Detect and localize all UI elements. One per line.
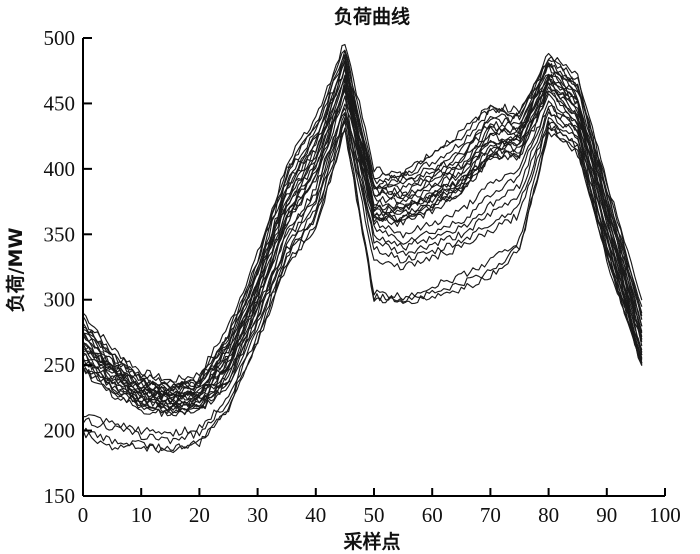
x-tick-label: 80 [538, 503, 559, 527]
x-tick-label: 40 [305, 503, 326, 527]
series-line-3 [82, 56, 643, 390]
series-line-20 [82, 100, 643, 411]
y-tick-label: 350 [44, 222, 76, 246]
y-tick-label: 250 [44, 353, 76, 377]
chart-title: 负荷曲线 [334, 5, 410, 28]
series-line-16 [82, 54, 643, 395]
x-tick-label: 10 [131, 503, 152, 527]
x-tick-label: 60 [422, 503, 443, 527]
series-line-14 [82, 93, 643, 412]
y-tick-label: 500 [44, 26, 76, 50]
series-line-25 [82, 118, 643, 437]
series-line-28 [82, 127, 643, 454]
x-tick-label: 100 [649, 503, 681, 527]
y-tick-label: 450 [44, 91, 76, 115]
series-line-18 [82, 59, 643, 399]
series-line-22 [82, 107, 643, 414]
series-line-1 [82, 43, 643, 383]
x-tick-label: 0 [78, 503, 89, 527]
x-tick-label: 70 [480, 503, 501, 527]
x-tick-label: 50 [364, 503, 385, 527]
y-tick-label: 150 [44, 484, 76, 508]
y-tick-label: 400 [44, 157, 76, 181]
y-tick-label: 200 [44, 419, 76, 443]
series-line-21 [82, 104, 643, 410]
x-axis-label: 采样点 [343, 530, 400, 553]
series-line-19 [82, 82, 643, 401]
series-line-15 [82, 49, 643, 391]
x-tick-label: 30 [247, 503, 268, 527]
y-tick-label: 300 [44, 288, 76, 312]
tick-layer: 150 200 250 300 350 400 450 500 0 10 20 30 40 50 60 70 8… [44, 26, 681, 527]
series-line-17 [82, 67, 643, 403]
series-layer [82, 43, 643, 454]
x-tick-label: 20 [189, 503, 210, 527]
series-line-24 [82, 117, 643, 417]
x-tick-label: 90 [596, 503, 617, 527]
y-axis-label: 负荷/MW [4, 228, 27, 313]
